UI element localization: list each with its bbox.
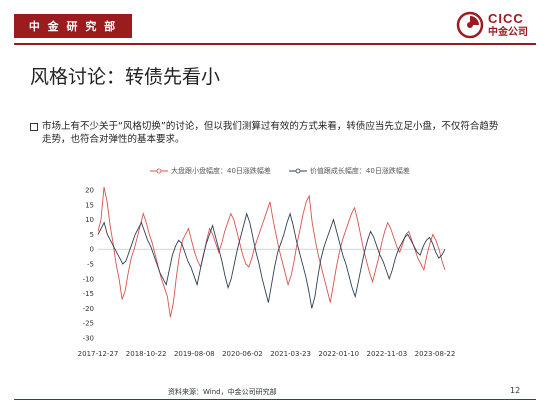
y-tick-label: 5 bbox=[90, 231, 94, 239]
section-label: 中 金 研 究 部 bbox=[14, 14, 132, 38]
y-tick-label: 15 bbox=[85, 201, 94, 209]
x-tick-label: 2017-12-27 bbox=[78, 350, 119, 358]
y-tick-label: -10 bbox=[83, 275, 94, 283]
x-tick-label: 2020-06-02 bbox=[222, 350, 263, 358]
y-tick-label: -25 bbox=[83, 320, 94, 328]
header-divider bbox=[14, 43, 536, 45]
source-note: 资料来源：Wind，中金公司研究部 bbox=[168, 388, 277, 396]
footer-divider bbox=[14, 399, 536, 400]
legend-label-large-small: 大盘跟小盘幅度：40日涨跌幅差 bbox=[171, 167, 271, 175]
series-line-2 bbox=[97, 212, 446, 309]
legend-line-dark-icon bbox=[288, 168, 307, 174]
bullet-square-icon bbox=[30, 123, 38, 131]
y-tick-label: -20 bbox=[83, 305, 94, 313]
y-tick-label: 20 bbox=[85, 187, 94, 195]
legend-item-value-growth: 价值跟成长幅度：40日涨跌幅差 bbox=[288, 166, 410, 176]
y-tick-label: -5 bbox=[87, 261, 94, 269]
cicc-logo: CICC 中金公司 bbox=[456, 8, 540, 42]
legend-label-value-growth: 价值跟成长幅度：40日涨跌幅差 bbox=[309, 167, 410, 175]
x-tick-label: 2022-11-03 bbox=[367, 350, 408, 358]
logo-en: CICC bbox=[488, 11, 524, 27]
page-number: 12 bbox=[510, 386, 521, 395]
legend-item-large-small: 大盘跟小盘幅度：40日涨跌幅差 bbox=[150, 166, 271, 176]
x-tick-label: 2019-08-08 bbox=[174, 350, 215, 358]
y-tick-label: 10 bbox=[85, 216, 94, 224]
x-tick-label: 2023-08-22 bbox=[415, 350, 456, 358]
bullet-point: 市场上有不少关于“风格切换”的讨论，但以我们测算过有效的方式来看，转债应当先立足… bbox=[30, 120, 500, 146]
y-tick-label: -30 bbox=[83, 335, 94, 343]
logo-cn: 中金公司 bbox=[488, 26, 528, 38]
legend-line-red-icon bbox=[150, 168, 168, 174]
y-tick-label: 0 bbox=[90, 246, 94, 254]
series-line-1 bbox=[97, 186, 446, 318]
chart-legend: 大盘跟小盘幅度：40日涨跌幅差 价值跟成长幅度：40日涨跌幅差 bbox=[150, 166, 450, 176]
bullet-text: 市场上有不少关于“风格切换”的讨论，但以我们测算过有效的方式来看，转债应当先立足… bbox=[42, 121, 499, 145]
x-tick-label: 2022-01-10 bbox=[318, 350, 359, 358]
slide-title: 风格讨论：转债先看小 bbox=[30, 66, 221, 88]
line-chart: 20 15 10 5 0 -5 -10 -15 -20 -25 -30 2017-12-27 2018-… bbox=[78, 186, 456, 359]
x-tick-label: 2018-10-22 bbox=[126, 350, 167, 358]
cicc-logo-icon bbox=[456, 11, 484, 39]
x-tick-label: 2021-03-23 bbox=[270, 350, 311, 358]
y-tick-label: -15 bbox=[83, 290, 94, 298]
